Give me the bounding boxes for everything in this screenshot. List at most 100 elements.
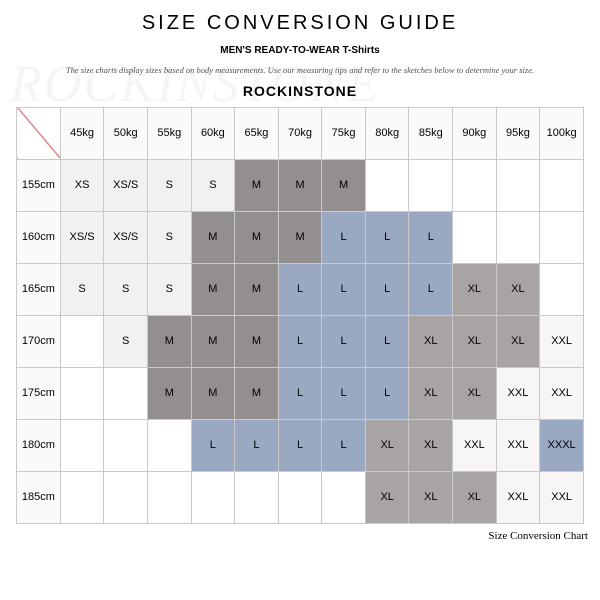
- size-cell: [60, 367, 104, 419]
- table-row: 185cmXLXLXLXXLXXL: [17, 471, 584, 523]
- column-header: 55kg: [148, 107, 192, 159]
- size-cell: XL: [496, 263, 540, 315]
- size-cell: [322, 471, 366, 523]
- column-header: 75kg: [322, 107, 366, 159]
- size-cell: M: [235, 315, 279, 367]
- size-cell: L: [278, 315, 322, 367]
- table-row: 170cmSMMMLLLXLXLXLXXL: [17, 315, 584, 367]
- size-cell: XL: [365, 419, 409, 471]
- size-cell: M: [235, 263, 279, 315]
- column-header: 60kg: [191, 107, 235, 159]
- size-cell: M: [191, 315, 235, 367]
- size-cell: [365, 159, 409, 211]
- size-cell: [191, 471, 235, 523]
- size-cell: L: [365, 211, 409, 263]
- size-cell: L: [191, 419, 235, 471]
- size-cell: XXL: [496, 419, 540, 471]
- size-cell: [409, 159, 453, 211]
- size-cell: [148, 419, 192, 471]
- column-header: 100kg: [540, 107, 584, 159]
- size-cell: [540, 159, 584, 211]
- size-cell: [235, 471, 279, 523]
- size-cell: S: [148, 263, 192, 315]
- size-cell: L: [278, 419, 322, 471]
- size-cell: M: [235, 367, 279, 419]
- size-cell: XS/S: [104, 159, 148, 211]
- size-cell: M: [235, 159, 279, 211]
- size-cell: XL: [453, 471, 497, 523]
- size-cell: L: [409, 263, 453, 315]
- size-cell: [148, 471, 192, 523]
- size-cell: S: [191, 159, 235, 211]
- column-header: 70kg: [278, 107, 322, 159]
- size-cell: S: [148, 211, 192, 263]
- table-row: 155cmXSXS/SSSMMM: [17, 159, 584, 211]
- size-cell: L: [235, 419, 279, 471]
- size-cell: XXL: [496, 471, 540, 523]
- column-header: 95kg: [496, 107, 540, 159]
- size-cell: L: [322, 367, 366, 419]
- size-cell: [104, 419, 148, 471]
- size-cell: [278, 471, 322, 523]
- size-cell: XL: [453, 315, 497, 367]
- table-row: 165cmSSSMMLLLLXLXL: [17, 263, 584, 315]
- column-header: 50kg: [104, 107, 148, 159]
- size-cell: L: [322, 419, 366, 471]
- table-body: 155cmXSXS/SSSMMM160cmXS/SXS/SSMMMLLL165c…: [17, 159, 584, 523]
- row-header: 180cm: [17, 419, 61, 471]
- size-cell: M: [322, 159, 366, 211]
- caption: Size Conversion Chart: [0, 524, 600, 542]
- size-cell: M: [191, 211, 235, 263]
- size-cell: XXL: [453, 419, 497, 471]
- size-cell: M: [148, 367, 192, 419]
- size-cell: S: [148, 159, 192, 211]
- size-cell: S: [60, 263, 104, 315]
- column-header: 90kg: [453, 107, 497, 159]
- size-cell: S: [104, 315, 148, 367]
- size-cell: L: [365, 367, 409, 419]
- size-cell: [60, 419, 104, 471]
- size-cell: L: [365, 315, 409, 367]
- size-cell: [496, 159, 540, 211]
- row-header: 160cm: [17, 211, 61, 263]
- size-cell: XL: [453, 367, 497, 419]
- size-cell: M: [278, 211, 322, 263]
- page-title: SIZE CONVERSION GUIDE: [16, 12, 584, 35]
- size-cell: [540, 211, 584, 263]
- size-cell: XS: [60, 159, 104, 211]
- size-cell: XXL: [540, 315, 584, 367]
- size-cell: L: [322, 263, 366, 315]
- size-cell: XS/S: [60, 211, 104, 263]
- size-cell: L: [322, 211, 366, 263]
- size-cell: XXL: [540, 367, 584, 419]
- size-table-wrap: 45kg50kg55kg60kg65kg70kg75kg80kg85kg90kg…: [16, 107, 584, 524]
- table-row: 180cmLLLLXLXLXXLXXLXXXL: [17, 419, 584, 471]
- size-cell: [453, 211, 497, 263]
- size-cell: XXL: [540, 471, 584, 523]
- column-header: 85kg: [409, 107, 453, 159]
- size-cell: S: [104, 263, 148, 315]
- size-cell: L: [322, 315, 366, 367]
- column-header: 80kg: [365, 107, 409, 159]
- size-cell: [104, 471, 148, 523]
- size-cell: M: [235, 211, 279, 263]
- size-cell: XL: [453, 263, 497, 315]
- row-header: 170cm: [17, 315, 61, 367]
- size-cell: [60, 315, 104, 367]
- size-cell: XXXL: [540, 419, 584, 471]
- size-cell: XL: [365, 471, 409, 523]
- size-cell: L: [278, 263, 322, 315]
- row-header: 155cm: [17, 159, 61, 211]
- table-header-row: 45kg50kg55kg60kg65kg70kg75kg80kg85kg90kg…: [17, 107, 584, 159]
- column-header: 65kg: [235, 107, 279, 159]
- size-cell: M: [191, 367, 235, 419]
- size-cell: [496, 211, 540, 263]
- size-cell: M: [278, 159, 322, 211]
- size-cell: [60, 471, 104, 523]
- size-cell: [104, 367, 148, 419]
- row-header: 185cm: [17, 471, 61, 523]
- size-cell: XL: [409, 315, 453, 367]
- size-cell: [540, 263, 584, 315]
- size-cell: XL: [409, 471, 453, 523]
- table-row: 160cmXS/SXS/SSMMMLLL: [17, 211, 584, 263]
